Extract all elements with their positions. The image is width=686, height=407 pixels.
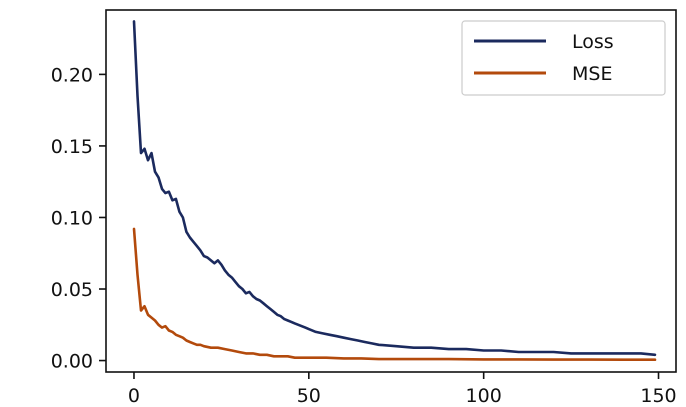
- series-layer: [132, 20, 657, 362]
- x-axis: 0 50 100 150: [128, 372, 677, 407]
- x-tick-label: 100: [466, 385, 502, 407]
- legend-label-loss: Loss: [572, 31, 614, 53]
- legend-label-mse: MSE: [572, 63, 612, 85]
- y-tick-label: 0.20: [51, 64, 93, 86]
- series-line-loss: [132, 20, 657, 357]
- x-tick-label: 0: [128, 385, 140, 407]
- legend-box: [461, 20, 666, 96]
- legend: Loss MSE: [461, 20, 666, 96]
- x-tick-label: 50: [297, 385, 321, 407]
- y-tick-label: 0.15: [51, 136, 93, 158]
- y-tick-label: 0.10: [51, 207, 93, 229]
- y-tick-label: 0.00: [51, 351, 93, 373]
- x-tick-label: 150: [640, 385, 676, 407]
- series-line-mse: [132, 227, 657, 362]
- y-tick-label: 0.05: [51, 279, 93, 301]
- plot-frame: [105, 9, 677, 373]
- y-axis: 0.00 0.05 0.10 0.15 0.20: [51, 64, 106, 373]
